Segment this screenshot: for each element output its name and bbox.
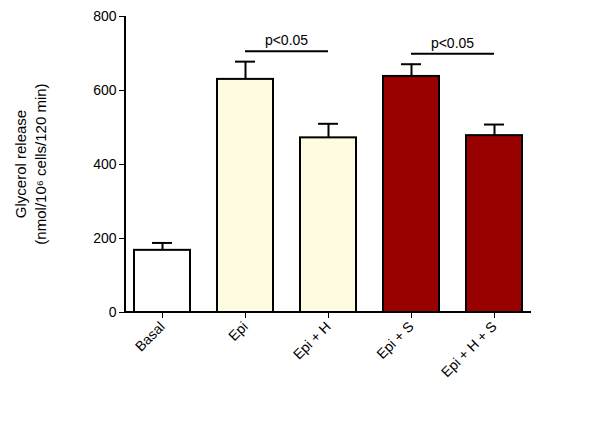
svg-text:Glycerol release(nmol/10⁶ cell: Glycerol release(nmol/10⁶ cells/120 min) [12,83,49,244]
svg-text:Epi: Epi [225,318,251,344]
svg-text:600: 600 [93,82,117,98]
svg-text:Epi + H + S: Epi + H + S [438,318,500,380]
svg-text:Epi + H: Epi + H [290,318,334,362]
svg-text:0: 0 [109,304,117,320]
svg-text:400: 400 [93,156,117,172]
svg-text:p<0.05: p<0.05 [265,32,308,48]
svg-text:Basal: Basal [132,318,168,354]
svg-text:p<0.05: p<0.05 [431,35,474,51]
svg-text:800: 800 [93,8,117,24]
svg-text:Epi + S: Epi + S [373,318,417,362]
svg-text:200: 200 [93,230,117,246]
